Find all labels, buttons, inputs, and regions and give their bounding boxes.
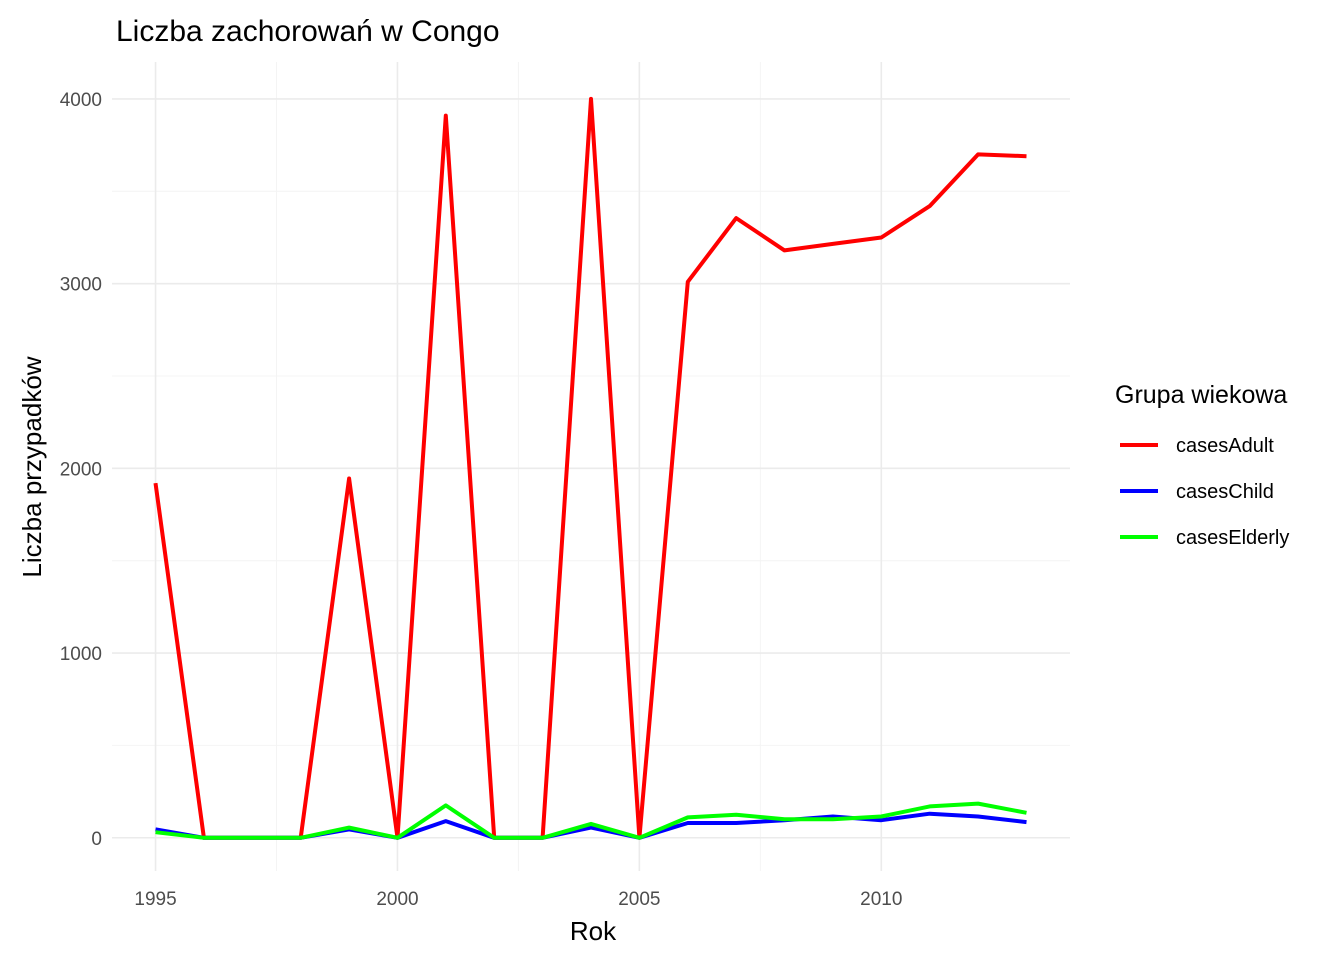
x-tick-label: 2010 bbox=[860, 889, 902, 910]
legend-items: casesAdult casesChild casesElderly bbox=[1120, 435, 1289, 549]
legend-label-casesAdult: casesAdult bbox=[1176, 435, 1274, 457]
x-tick-label: 2005 bbox=[618, 889, 660, 910]
x-tick-label: 2000 bbox=[376, 889, 418, 910]
legend-label-casesChild: casesChild bbox=[1176, 481, 1274, 503]
x-axis-ticks: 1995 2000 2005 2010 bbox=[134, 889, 902, 910]
y-tick-label: 4000 bbox=[60, 90, 102, 111]
y-tick-label: 2000 bbox=[60, 459, 102, 480]
legend-label-casesElderly: casesElderly bbox=[1176, 527, 1289, 549]
series-line-casesElderly bbox=[155, 801, 1027, 840]
legend-title: Grupa wiekowa bbox=[1115, 381, 1287, 409]
y-tick-label: 1000 bbox=[60, 644, 102, 665]
series-lines bbox=[153, 96, 1027, 840]
legend: Grupa wiekowa casesAdult casesChild casesE… bbox=[1115, 381, 1289, 549]
chart-title: Liczba zachorowań w Congo bbox=[116, 15, 500, 48]
y-axis-ticks: 0 1000 2000 3000 4000 bbox=[60, 90, 102, 850]
y-tick-label: 0 bbox=[91, 829, 102, 850]
y-tick-label: 3000 bbox=[60, 275, 102, 296]
y-axis-title: Liczba przypadków bbox=[17, 356, 47, 577]
grid-lines bbox=[112, 62, 1070, 871]
x-axis-title: Rok bbox=[570, 916, 617, 946]
x-tick-label: 1995 bbox=[134, 889, 176, 910]
